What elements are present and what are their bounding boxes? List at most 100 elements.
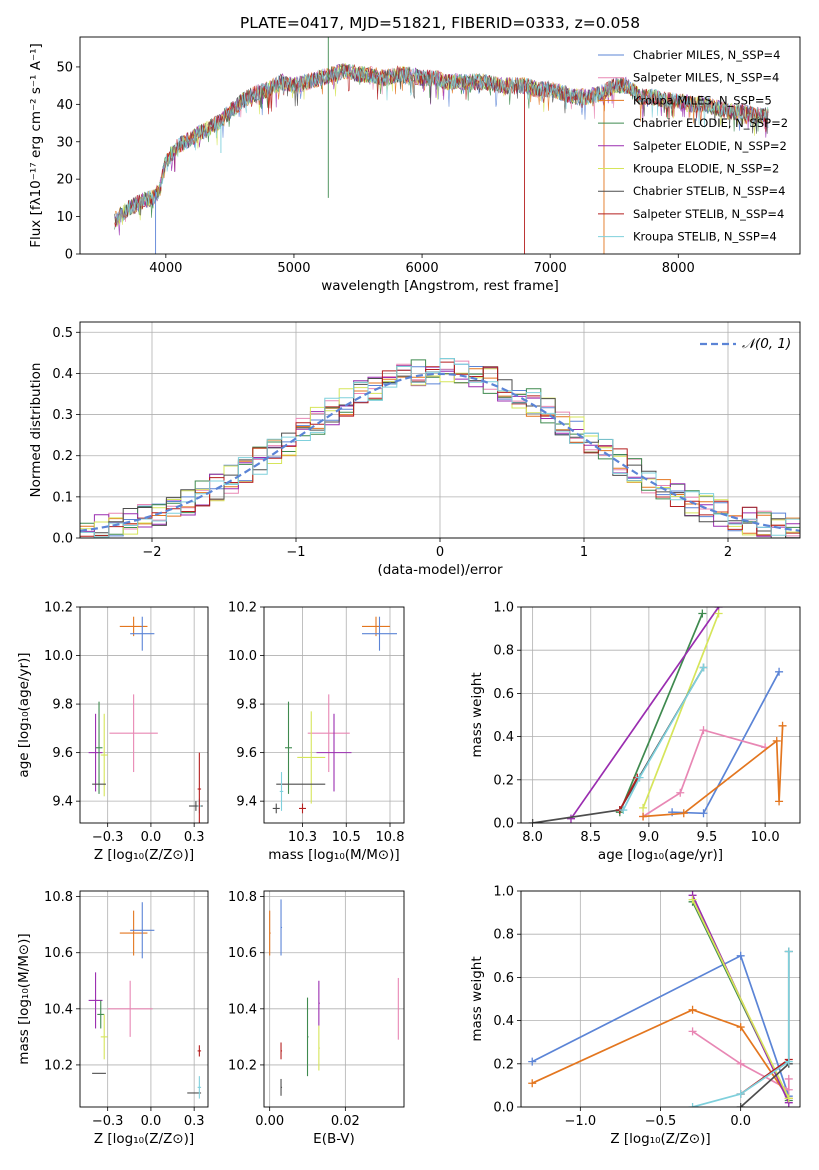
legend-entry: Chabrier STELIB, N_SSP=4	[633, 184, 785, 198]
legend: Chabrier MILES, N_SSP=4 Salpeter MILES, N…	[598, 48, 788, 244]
series-marker	[784, 1074, 793, 1083]
x-tick-label: 8000	[662, 261, 695, 276]
series-marker	[619, 806, 628, 815]
panel-massweight-vs-age: 8.0 8.5 9.0 9.5 10.0 0.0 0.2 0.4 0.6 0.8 1.0 age [l…	[469, 601, 801, 863]
x-tick-label: 0.3	[184, 830, 205, 845]
plot-area	[528, 607, 787, 823]
y-tick-label: 0.2	[493, 1057, 514, 1072]
y-tick-label: 0	[65, 248, 73, 263]
x-axis-label: Z [log₁₀(Z/Z⊙)]	[94, 847, 194, 863]
y-tick-label: 0.6	[493, 687, 514, 702]
y-tick-label: 10.6	[228, 946, 257, 961]
y-tick-label: 40	[56, 98, 73, 113]
x-tick-label: 0.0	[730, 1114, 751, 1129]
series-line-kroupa-miles	[531, 1008, 790, 1099]
series-marker	[528, 1079, 537, 1088]
histogram-kroupa-stelib	[80, 358, 800, 538]
series-line-salpeter-miles	[642, 729, 766, 818]
series-marker	[528, 819, 537, 823]
x-tick-label: 10.0	[751, 830, 780, 845]
y-tick-label: 10.8	[44, 890, 73, 905]
x-tick-label: 1	[580, 545, 588, 560]
x-axis-label: Z [log₁₀(Z/Z⊙)]	[94, 1131, 194, 1147]
axes-frame	[79, 36, 801, 255]
y-tick-label: 1.0	[493, 885, 514, 900]
axes-frame	[263, 606, 405, 824]
panel-age-vs-mass: 10.3 10.5 10.8 9.4 9.6 9.8 10.0 10.2 mass [log₁₀…	[228, 601, 404, 864]
y-tick-label: 10.2	[44, 1058, 73, 1073]
y-tick-label: 0.8	[493, 928, 514, 943]
y-tick-label: 9.8	[236, 698, 257, 713]
y-tick-label: 10.2	[228, 1058, 257, 1073]
series-marker	[736, 1023, 745, 1032]
axes-frame	[79, 606, 209, 824]
legend-entry: Salpeter STELIB, N_SSP=4	[633, 207, 784, 221]
x-tick-label: 0.00	[255, 1114, 284, 1129]
series-line-kroupa-elodie	[642, 613, 720, 809]
series-marker	[714, 609, 723, 618]
series-marker	[775, 667, 784, 676]
series-marker	[784, 1085, 793, 1094]
y-tick-label: 9.4	[236, 795, 257, 810]
plot-area	[88, 902, 202, 1099]
panel-age-vs-z: −0.3 0.0 0.3 9.4 9.6 9.8 10.0 10.2 Z [log₁₀(Z/Z⊙…	[16, 601, 209, 863]
x-tick-label: 0	[436, 545, 444, 560]
series-line-salpeter-stelib	[619, 777, 639, 811]
panel-mass-vs-ebv: 0.00 0.02 10.2 10.4 10.6 10.8 E(B-V)	[228, 890, 405, 1147]
y-tick-label: 0.2	[493, 773, 514, 788]
panel-spectrum: 4000 5000 6000 7000 8000 0 10 20 30 40 50 Chabrier …	[28, 36, 801, 294]
y-tick-label: 10.6	[44, 946, 73, 961]
y-axis-label: Normed distribution	[28, 363, 44, 498]
series-marker	[784, 1094, 793, 1103]
y-tick-label: 10.4	[228, 1002, 257, 1017]
series-marker	[528, 1057, 537, 1066]
series-marker	[736, 1090, 745, 1099]
y-tick-label: 0.4	[493, 730, 514, 745]
x-tick-label: 0.3	[184, 1114, 205, 1129]
legend-entry: Chabrier MILES, N_SSP=4	[633, 48, 780, 62]
axes-frame	[263, 890, 405, 1108]
series-marker	[688, 1027, 697, 1036]
y-axis-label: mass weight	[469, 672, 485, 757]
series-marker	[688, 1103, 697, 1107]
x-tick-label: −0.3	[92, 1114, 124, 1129]
axes-frame	[520, 890, 801, 1108]
x-tick-label: 9.5	[697, 830, 718, 845]
axes-frame	[520, 606, 801, 824]
series-marker	[784, 947, 793, 956]
series-marker	[778, 721, 787, 730]
y-tick-label: 0.6	[493, 971, 514, 986]
y-tick-label: 0.0	[52, 532, 73, 547]
x-tick-label: 8.0	[522, 830, 543, 845]
series-marker	[772, 736, 781, 745]
plot-area	[114, 37, 769, 254]
x-tick-label: −0.5	[645, 1114, 677, 1129]
x-tick-label: 8.5	[580, 830, 601, 845]
legend-entry: Chabrier ELODIE, N_SSP=2	[633, 116, 788, 130]
x-axis-label: (data-model)/error	[377, 562, 503, 578]
histogram-kroupa-elodie	[80, 365, 800, 536]
series-marker	[639, 812, 648, 821]
figure-title: PLATE=0417, MJD=51821, FIBERID=0333, z=0…	[240, 14, 640, 32]
series-marker	[775, 797, 784, 806]
x-tick-label: 5000	[277, 261, 310, 276]
panel-mass-vs-z: −0.3 0.0 0.3 10.2 10.4 10.6 10.8 Z [log₁₀(Z/Z⊙)…	[16, 890, 209, 1147]
y-tick-label: 30	[56, 135, 73, 150]
series-marker	[566, 814, 575, 823]
series-marker	[699, 726, 708, 735]
y-tick-label: 10.2	[228, 601, 257, 616]
x-tick-label: 9.0	[639, 830, 660, 845]
y-tick-label: 1.0	[493, 601, 514, 616]
series-line-salpeter-elodie	[570, 607, 720, 820]
spectrum-line-kroupa-stelib	[114, 64, 769, 224]
legend-entry: Salpeter ELODIE, N_SSP=2	[633, 139, 787, 153]
legend-entry: Kroupa ELODIE, N_SSP=2	[633, 162, 779, 176]
series-marker	[699, 809, 708, 818]
y-tick-label: 0.3	[52, 408, 73, 423]
series-marker	[736, 1103, 745, 1107]
x-axis-label: wavelength [Angstrom, rest frame]	[321, 278, 559, 294]
x-tick-label: −2	[142, 545, 161, 560]
plot-area	[80, 358, 800, 538]
series-line-chabrier-elodie	[619, 613, 704, 813]
y-tick-label: 20	[56, 173, 73, 188]
